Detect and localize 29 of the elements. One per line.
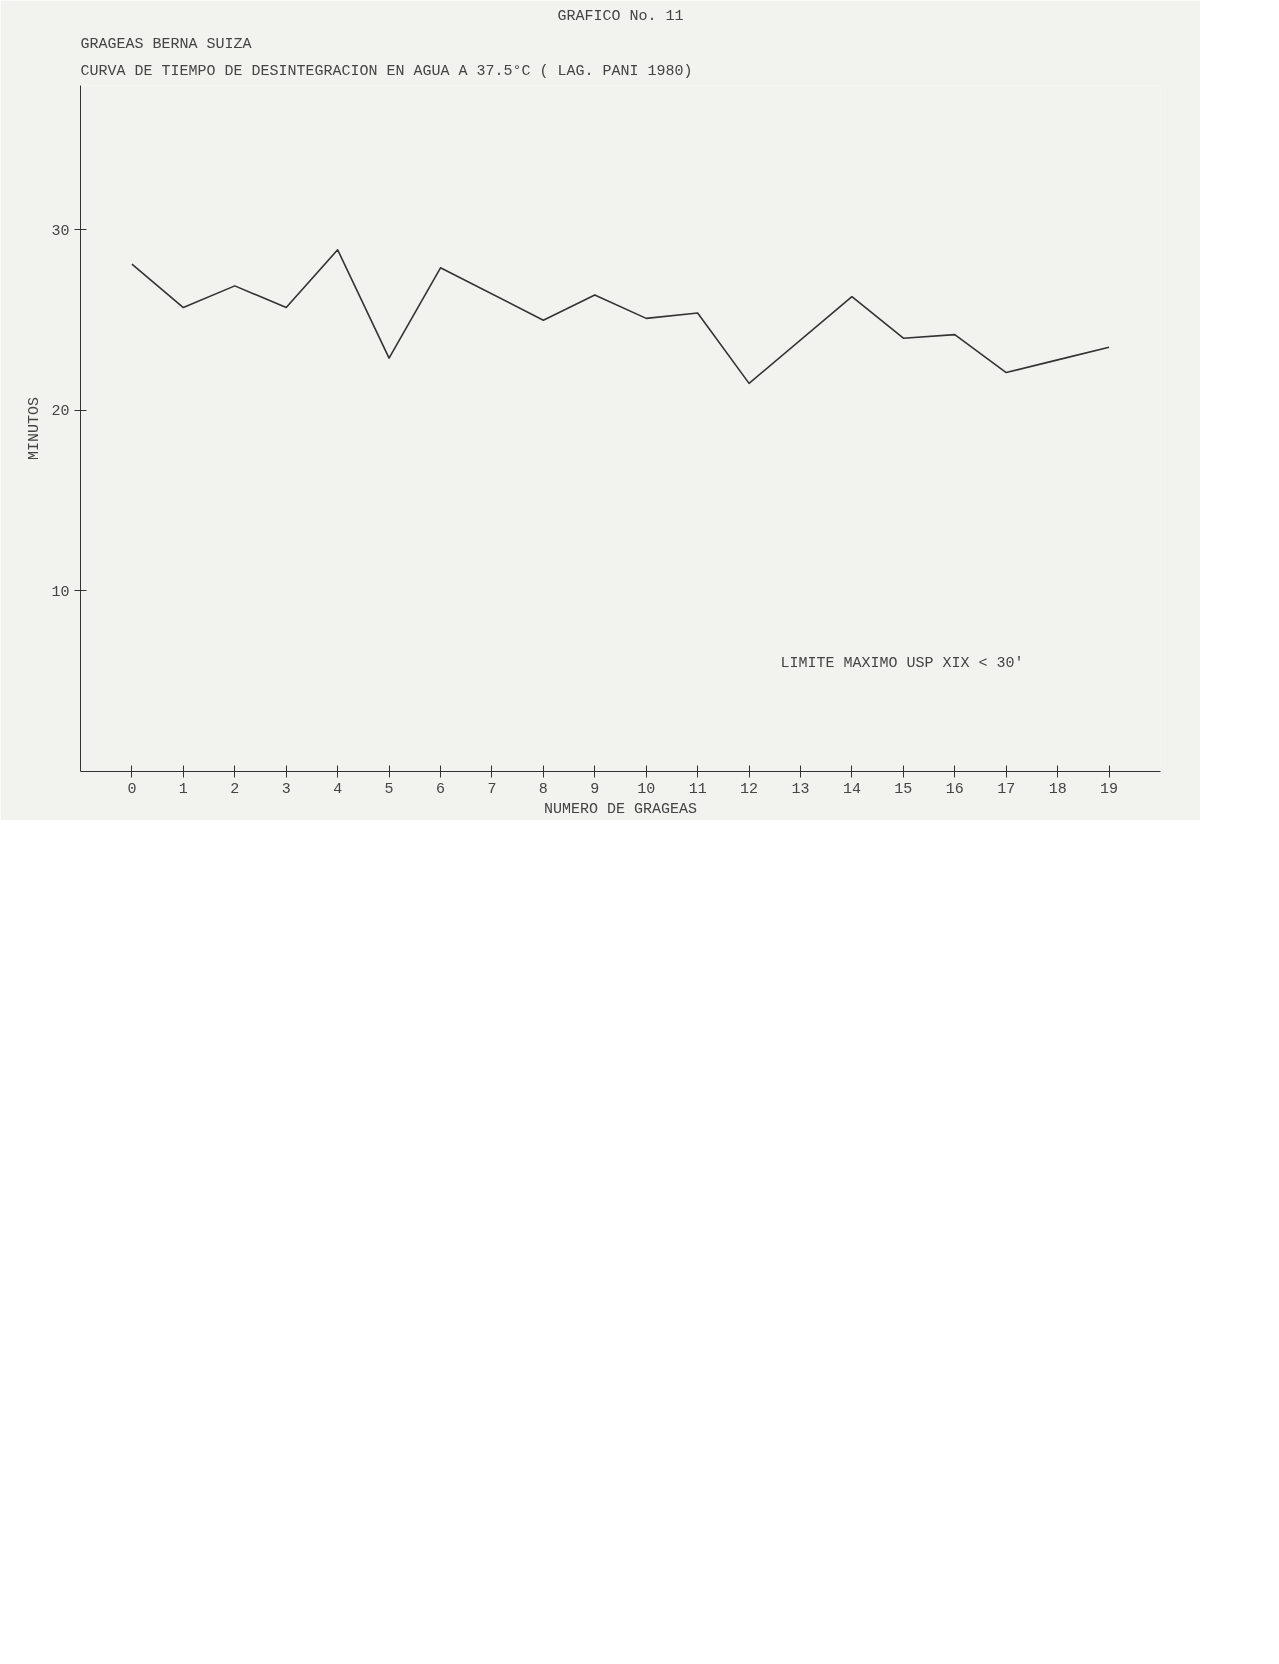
y-tick-label: 20: [51, 403, 70, 421]
x-tick-label: 1: [178, 780, 188, 798]
x-tick-label: 12: [740, 780, 759, 798]
x-tick-label: 18: [1048, 780, 1067, 798]
x-tick-label: 8: [538, 780, 548, 798]
x-tick-label: 16: [945, 780, 964, 798]
x-tick-label: 11: [688, 780, 707, 798]
x-tick-label: 9: [590, 780, 600, 798]
x-tick-label: 13: [791, 780, 810, 798]
x-axis-title: NUMERO DE GRAGEAS: [543, 800, 698, 818]
x-tick-label: 15: [894, 780, 913, 798]
y-tick-label: 30: [51, 222, 70, 240]
x-tick-label: 17: [997, 780, 1016, 798]
x-tick-label: 19: [1100, 780, 1119, 798]
x-tick-label: 2: [230, 780, 240, 798]
x-tick-label: 3: [281, 780, 291, 798]
y-tick-label: 10: [51, 583, 70, 601]
y-axis-title: MINUTOS: [26, 396, 44, 461]
chart-title: GRAFICO No. 11: [557, 7, 684, 25]
x-tick-label: 10: [637, 780, 656, 798]
x-tick-label: 14: [842, 780, 861, 798]
x-tick-label: 6: [436, 780, 446, 798]
x-tick-label: 5: [384, 780, 394, 798]
annotation: LIMITE MAXIMO USP XIX < 30': [780, 654, 1024, 672]
x-tick-label: 4: [333, 780, 343, 798]
x-tick-label: 0: [127, 780, 137, 798]
x-tick-label: 7: [487, 780, 497, 798]
chart-subtitle: GRAGEAS BERNA SUIZA CURVA DE TIEMPO DE DESINTEGRACION EN AGUA A 37.5°C ( LAG. PANI 1980): [80, 36, 693, 81]
line-series: [131, 248, 1110, 385]
